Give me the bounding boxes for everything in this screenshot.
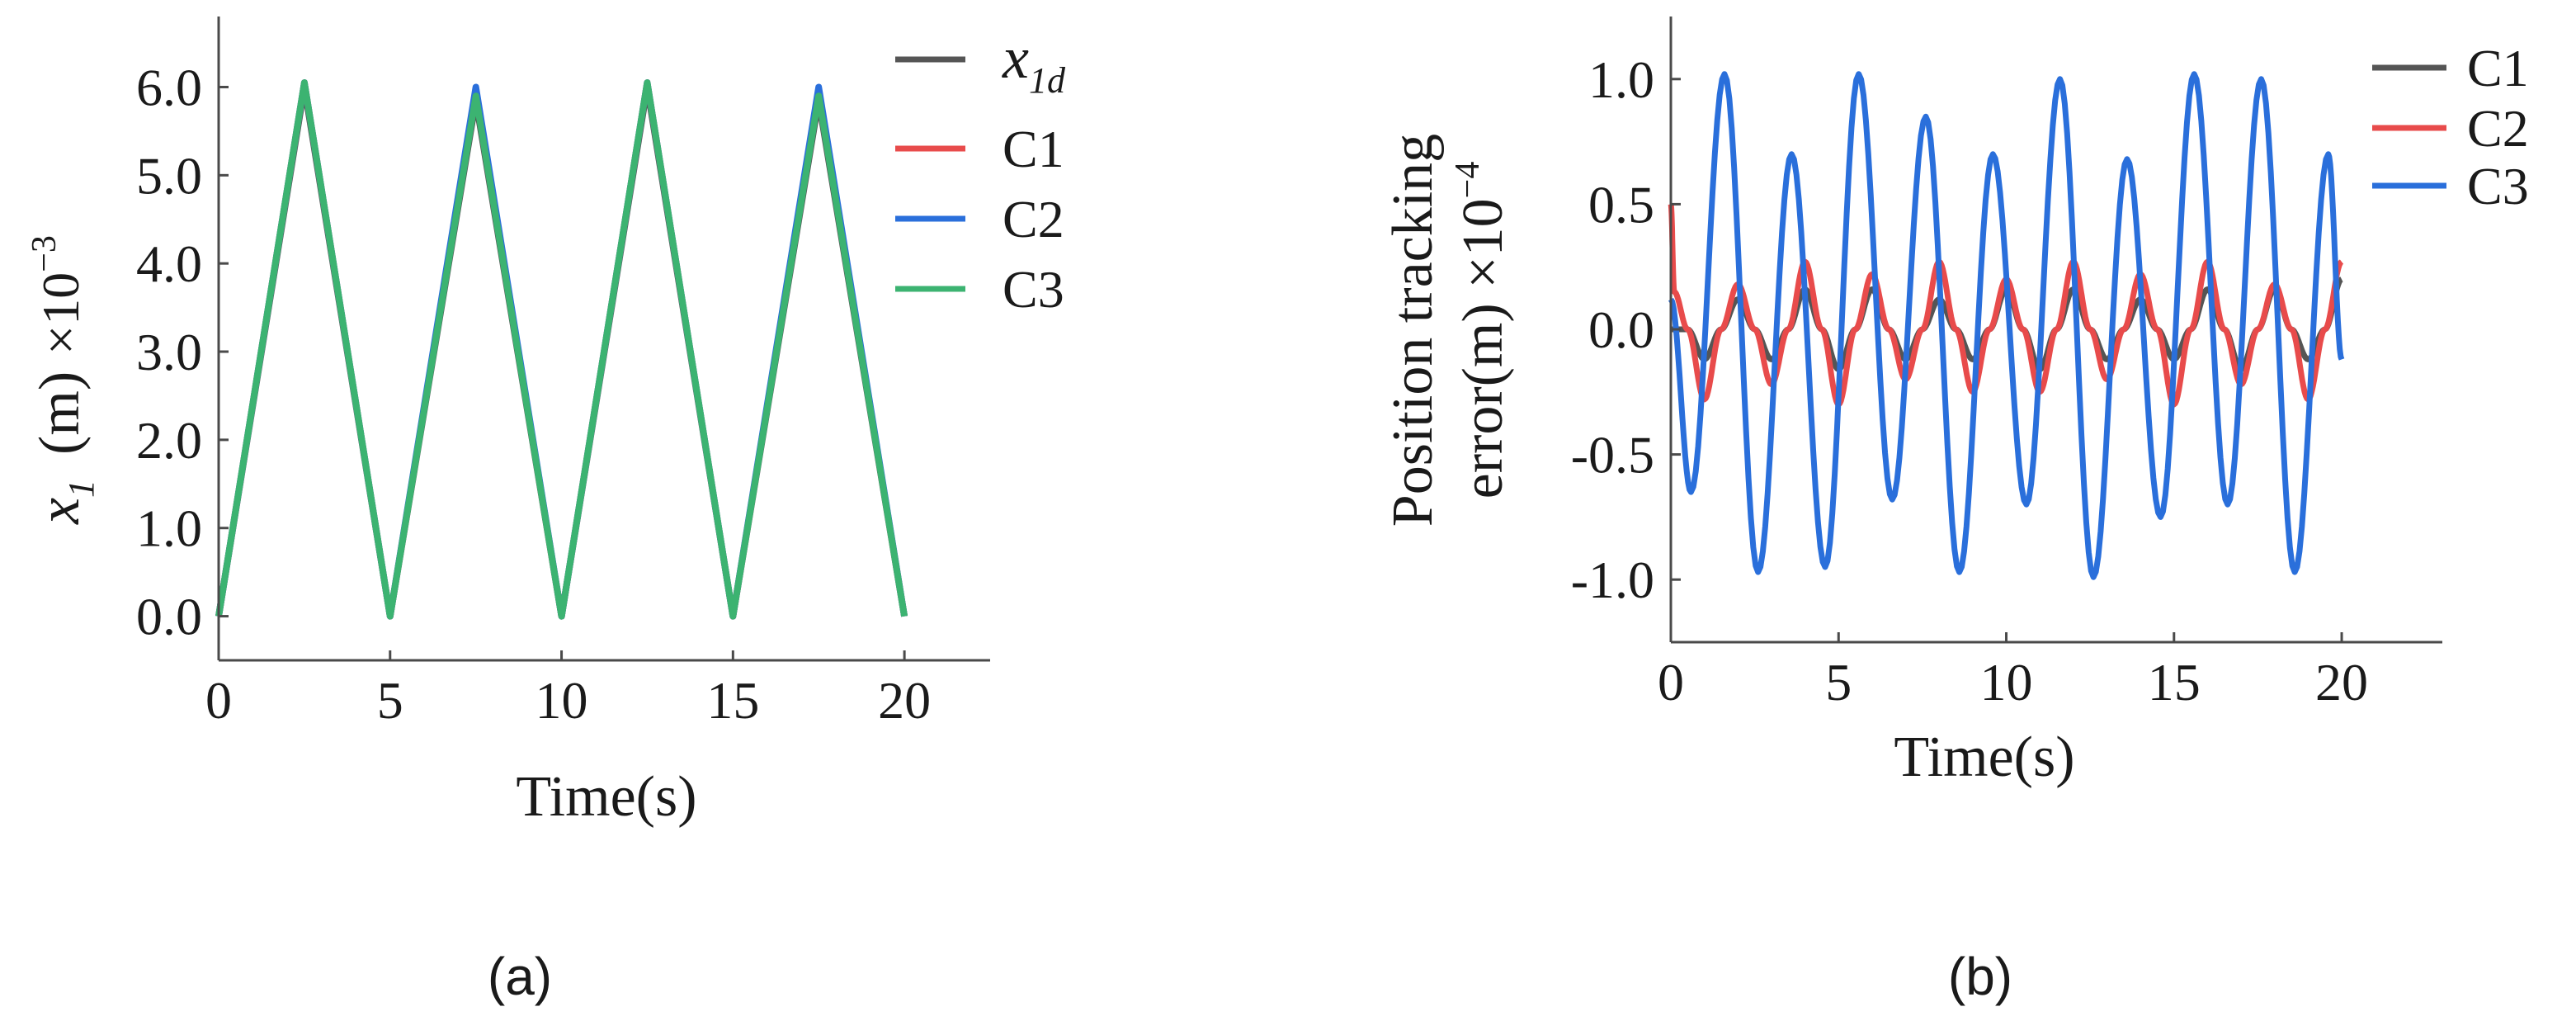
chart-a-y-tick-label: 1.0 [136,499,202,558]
chart-a-y-tick-label: 3.0 [136,323,202,381]
chart-b-y-axis-label: Position tracking error(m) ×10−4 [1381,134,1515,527]
chart-b-x-tick-label: 20 [2315,653,2368,711]
chart-a-legend-c2: C2 [1003,190,1064,248]
chart-b-y-tick-label: 1.0 [1588,50,1654,109]
chart-b-legend-c3: C3 [2467,157,2529,215]
chart-b-legend: C1 C2 C3 [2372,39,2529,215]
chart-a-x-ticks: 0 5 10 15 20 [205,650,931,730]
chart-b-ylabel-line1: Position tracking [1381,134,1445,527]
chart-b-x-ticks: 0 5 10 15 20 [1658,632,2368,711]
chart-b-series-line-c2 [1668,202,2344,408]
chart-a-caption: (a) [488,947,552,1006]
chart-a-legend-c3: C3 [1003,260,1064,319]
chart-b-legend-c1: C1 [2467,39,2529,97]
chart-a-x-tick-label: 5 [377,671,403,730]
chart-a-y-tick-label: 2.0 [136,411,202,470]
chart-a-y-tick-label: 0.0 [136,588,202,646]
chart-b-x-tick-label: 0 [1658,653,1684,711]
chart-b-caption: (b) [1948,947,2012,1006]
chart-b-y-tick-label: 0.0 [1588,300,1654,359]
chart-a-x-tick-label: 0 [205,671,232,730]
chart-a-ylabel-var: x [26,498,92,525]
chart-a-y-ticks: 0.0 1.0 2.0 3.0 4.0 5.0 6.0 [136,58,229,646]
chart-a: 0 5 10 15 20 0.0 1.0 2.0 3.0 4.0 5.0 6.0 Time(s) x… [26,17,1066,1006]
chart-a-y-tick-label: 4.0 [136,234,202,293]
chart-b-x-tick-label: 15 [2148,653,2201,711]
chart-b: 0 5 10 15 20 -1.0 -0.5 0.0 0.5 1.0 Time(s) Posit… [1381,17,2529,1006]
chart-a-ylabel-unit: (m) [28,371,92,455]
chart-a-legend-c1: C1 [1003,120,1064,178]
chart-b-x-axis-label: Time(s) [1894,726,2074,789]
chart-a-y-tick-label: 6.0 [136,58,202,116]
chart-a-legend-x1d: x1d [1002,25,1066,101]
chart-b-ylabel-line2: error(m) ×10−4 [1449,162,1515,499]
chart-b-x-tick-label: 10 [1980,653,2033,711]
chart-a-y-axis-label: x1 (m) ×10−3 [26,235,101,525]
chart-b-y-tick-label: -1.0 [1571,551,1654,609]
chart-a-ylabel-mult: ×10 [31,272,90,355]
chart-a-axes [217,17,990,662]
chart-b-series-group [1668,71,2345,580]
chart-b-y-tick-label: -0.5 [1571,426,1654,485]
chart-a-ylabel-sub: 1 [61,480,101,498]
chart-b-legend-c2: C2 [2467,99,2529,158]
chart-b-y-ticks: -1.0 -0.5 0.0 0.5 1.0 [1571,50,1681,609]
chart-b-x-tick-label: 5 [1825,653,1852,711]
chart-a-series-line-1 [215,79,908,620]
chart-a-y-tick-label: 5.0 [136,146,202,205]
chart-a-x-tick-label: 15 [706,671,759,730]
chart-b-series-line-c3 [1668,71,2345,580]
svg-text:x1(m)×10−3: x1 (m) ×10−3 [26,235,101,525]
chart-a-x-tick-label: 10 [535,671,588,730]
chart-a-series-line-0 [215,83,908,620]
chart-a-x-axis-label: Time(s) [516,765,696,829]
chart-a-ylabel-exp: −3 [26,235,64,272]
chart-a-series-line-3 [215,79,908,620]
chart-a-legend: x1d C1 C2 C3 [895,25,1066,319]
chart-a-series-line-2 [215,79,908,620]
chart-a-x-tick-label: 20 [878,671,931,730]
chart-b-y-tick-label: 0.5 [1588,175,1654,234]
chart-a-series-group [215,79,908,620]
